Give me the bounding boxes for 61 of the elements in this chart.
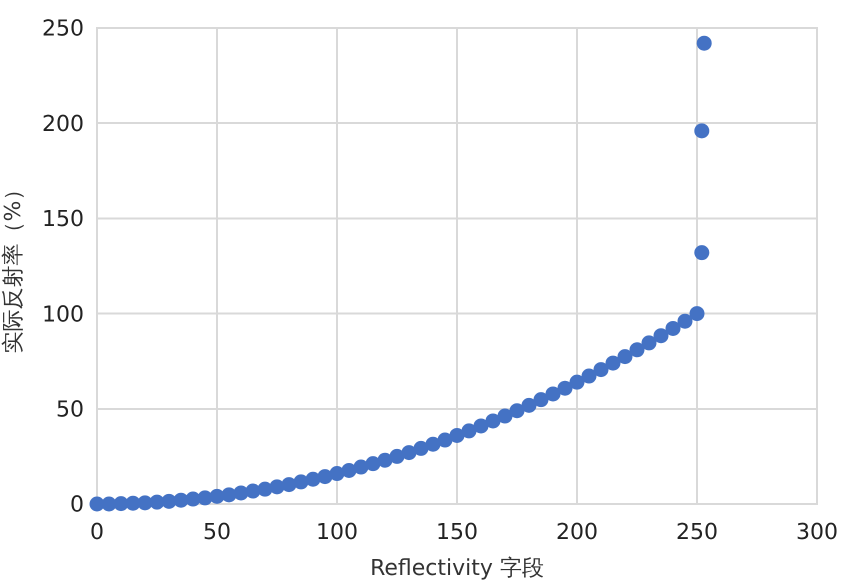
point bbox=[258, 482, 272, 497]
point bbox=[342, 462, 356, 478]
x-axis-title: Reflectivity 字段 bbox=[370, 556, 544, 581]
point bbox=[162, 494, 176, 509]
y-tick-label: 100 bbox=[42, 302, 84, 328]
y-tick-label: 50 bbox=[56, 398, 84, 422]
point bbox=[522, 398, 536, 413]
point bbox=[474, 418, 488, 434]
point bbox=[678, 314, 692, 329]
y-tick-label: 200 bbox=[42, 112, 84, 137]
point bbox=[234, 485, 248, 500]
point bbox=[486, 413, 500, 428]
x-tick-label: 150 bbox=[436, 520, 478, 545]
point bbox=[694, 245, 710, 260]
point bbox=[618, 349, 632, 364]
point bbox=[210, 488, 224, 504]
point bbox=[642, 335, 656, 350]
point bbox=[330, 466, 344, 482]
point bbox=[462, 423, 476, 438]
point bbox=[558, 380, 572, 396]
y-axis-title: 实际反射率（%） bbox=[0, 178, 26, 354]
point bbox=[402, 445, 416, 460]
point bbox=[282, 477, 296, 492]
point bbox=[222, 487, 236, 502]
x-tick-label: 300 bbox=[796, 520, 838, 545]
y-tick-label: 0 bbox=[70, 492, 84, 518]
point bbox=[654, 328, 668, 344]
point bbox=[414, 440, 428, 456]
point bbox=[498, 408, 512, 424]
x-tick-label: 200 bbox=[556, 520, 598, 545]
y-tick-label: 150 bbox=[42, 207, 84, 232]
point bbox=[426, 436, 440, 452]
point bbox=[690, 306, 704, 322]
point bbox=[366, 456, 380, 472]
point bbox=[438, 432, 452, 448]
point bbox=[696, 36, 712, 51]
point bbox=[390, 448, 404, 464]
point bbox=[666, 320, 680, 336]
point bbox=[510, 403, 524, 418]
point bbox=[378, 452, 392, 468]
point bbox=[546, 386, 560, 402]
x-tick-label: 100 bbox=[316, 520, 358, 545]
point bbox=[582, 368, 596, 384]
x-tick-label: 0 bbox=[90, 520, 104, 545]
y-tick-label: 250 bbox=[42, 16, 84, 42]
x-tick-label: 50 bbox=[203, 520, 231, 545]
point bbox=[606, 356, 620, 371]
point bbox=[246, 484, 260, 499]
point bbox=[534, 392, 548, 408]
point bbox=[694, 123, 710, 138]
point bbox=[318, 469, 332, 484]
point bbox=[354, 460, 368, 475]
point bbox=[594, 362, 608, 378]
point bbox=[198, 490, 212, 506]
point bbox=[294, 474, 308, 490]
point bbox=[630, 342, 644, 358]
point bbox=[570, 374, 584, 390]
point bbox=[306, 472, 320, 487]
point bbox=[450, 428, 464, 443]
point bbox=[270, 479, 284, 494]
x-tick-label: 250 bbox=[676, 520, 718, 545]
